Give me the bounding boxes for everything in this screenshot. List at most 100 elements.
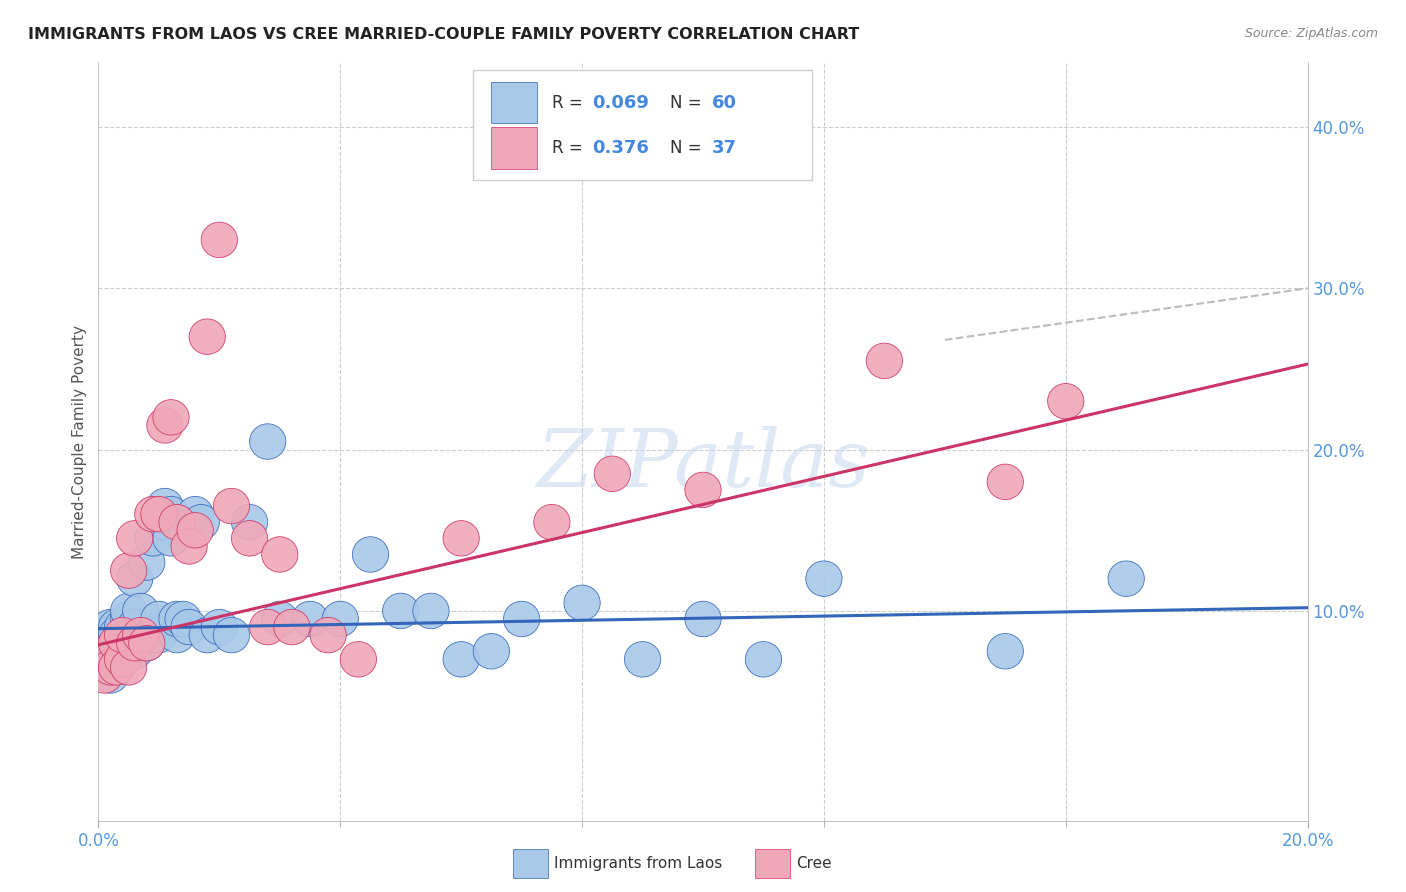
Ellipse shape [201, 609, 238, 645]
Ellipse shape [98, 617, 135, 653]
Ellipse shape [165, 601, 201, 637]
Ellipse shape [122, 617, 159, 653]
Ellipse shape [117, 625, 153, 661]
Ellipse shape [188, 319, 225, 354]
Ellipse shape [117, 561, 153, 597]
Ellipse shape [177, 513, 214, 548]
Ellipse shape [111, 601, 146, 637]
Ellipse shape [309, 617, 346, 653]
Text: Immigrants from Laos: Immigrants from Laos [554, 856, 723, 871]
Ellipse shape [111, 625, 146, 661]
Ellipse shape [382, 593, 419, 629]
Text: N =: N = [671, 94, 707, 112]
Text: 60: 60 [711, 94, 737, 112]
Text: R =: R = [551, 139, 588, 157]
Ellipse shape [443, 521, 479, 556]
Ellipse shape [1108, 561, 1144, 597]
Ellipse shape [98, 625, 135, 661]
Text: ZIPatlas: ZIPatlas [536, 425, 870, 503]
Ellipse shape [146, 505, 183, 540]
Ellipse shape [443, 641, 479, 677]
Ellipse shape [86, 649, 122, 685]
Ellipse shape [177, 496, 214, 532]
Ellipse shape [153, 521, 190, 556]
Ellipse shape [135, 617, 172, 653]
Ellipse shape [135, 496, 172, 532]
Ellipse shape [122, 593, 159, 629]
Ellipse shape [146, 488, 183, 524]
Ellipse shape [153, 400, 190, 435]
Ellipse shape [104, 641, 141, 677]
Ellipse shape [93, 649, 129, 685]
Ellipse shape [104, 625, 141, 661]
Ellipse shape [111, 553, 146, 589]
Ellipse shape [86, 657, 122, 693]
Text: 0.069: 0.069 [592, 94, 648, 112]
Ellipse shape [98, 609, 135, 645]
Ellipse shape [146, 408, 183, 443]
Ellipse shape [250, 609, 285, 645]
Ellipse shape [141, 617, 177, 653]
Text: Source: ZipAtlas.com: Source: ZipAtlas.com [1244, 27, 1378, 40]
Text: 0.376: 0.376 [592, 139, 648, 157]
Text: Cree: Cree [796, 856, 831, 871]
Ellipse shape [104, 617, 141, 653]
Ellipse shape [232, 505, 267, 540]
Ellipse shape [93, 633, 129, 669]
Ellipse shape [214, 617, 250, 653]
Ellipse shape [111, 649, 146, 685]
Ellipse shape [172, 529, 207, 564]
Ellipse shape [117, 633, 153, 669]
Ellipse shape [340, 641, 377, 677]
Ellipse shape [98, 641, 135, 677]
Ellipse shape [232, 521, 267, 556]
Ellipse shape [503, 601, 540, 637]
Ellipse shape [564, 585, 600, 621]
Ellipse shape [159, 505, 195, 540]
Ellipse shape [129, 545, 165, 581]
Ellipse shape [353, 537, 388, 572]
Ellipse shape [129, 625, 165, 661]
Ellipse shape [117, 521, 153, 556]
FancyBboxPatch shape [492, 82, 537, 123]
Ellipse shape [595, 456, 630, 491]
Ellipse shape [98, 625, 135, 661]
Ellipse shape [93, 609, 129, 645]
Ellipse shape [1047, 384, 1084, 419]
Text: R =: R = [551, 94, 588, 112]
Ellipse shape [98, 633, 135, 669]
Ellipse shape [214, 488, 250, 524]
Ellipse shape [806, 561, 842, 597]
Ellipse shape [86, 633, 122, 669]
Ellipse shape [685, 472, 721, 508]
Ellipse shape [98, 649, 135, 685]
Ellipse shape [117, 609, 153, 645]
Ellipse shape [292, 601, 328, 637]
Ellipse shape [111, 593, 146, 629]
Ellipse shape [987, 633, 1024, 669]
Ellipse shape [104, 609, 141, 645]
Ellipse shape [201, 222, 238, 258]
Ellipse shape [987, 464, 1024, 500]
Ellipse shape [104, 633, 141, 669]
Ellipse shape [534, 505, 569, 540]
Ellipse shape [135, 521, 172, 556]
Ellipse shape [153, 496, 190, 532]
Ellipse shape [141, 601, 177, 637]
Ellipse shape [250, 424, 285, 459]
FancyBboxPatch shape [492, 128, 537, 169]
Ellipse shape [159, 601, 195, 637]
Text: IMMIGRANTS FROM LAOS VS CREE MARRIED-COUPLE FAMILY POVERTY CORRELATION CHART: IMMIGRANTS FROM LAOS VS CREE MARRIED-COU… [28, 27, 859, 42]
FancyBboxPatch shape [474, 70, 811, 180]
Text: 37: 37 [711, 139, 737, 157]
Ellipse shape [159, 617, 195, 653]
Ellipse shape [685, 601, 721, 637]
Ellipse shape [93, 657, 129, 693]
Ellipse shape [93, 641, 129, 677]
Ellipse shape [129, 625, 165, 661]
Ellipse shape [141, 496, 177, 532]
Ellipse shape [172, 609, 207, 645]
Ellipse shape [262, 601, 298, 637]
Ellipse shape [624, 641, 661, 677]
Y-axis label: Married-Couple Family Poverty: Married-Couple Family Poverty [72, 325, 87, 558]
